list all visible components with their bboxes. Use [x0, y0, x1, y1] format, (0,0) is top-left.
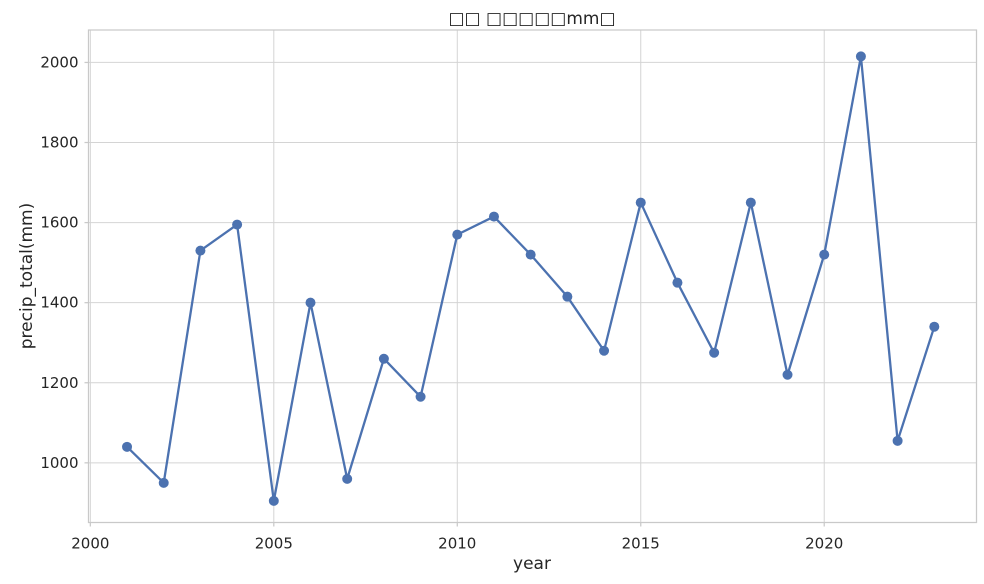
data-point	[452, 229, 463, 240]
data-point	[709, 347, 720, 358]
y-tick-label: 1600	[40, 214, 78, 232]
data-point	[342, 473, 353, 484]
data-point	[525, 249, 536, 260]
axis-tick-labels: 1000 1200 1400 1600 1800 2000 2000 2005 2010 2015…	[40, 53, 843, 552]
data-point	[158, 477, 169, 488]
data-point	[635, 197, 646, 208]
data-point	[892, 435, 903, 446]
data-point	[745, 197, 756, 208]
data-point	[562, 291, 573, 302]
data-point	[782, 369, 793, 380]
data-point	[599, 345, 610, 356]
data-point	[122, 441, 133, 452]
plot-frame	[87, 29, 978, 524]
x-tick-label: 2020	[805, 535, 843, 553]
data-point	[929, 321, 940, 332]
data-point	[488, 211, 499, 222]
data-point	[232, 219, 243, 230]
y-tick-label: 1800	[40, 134, 78, 152]
y-tick-label: 1400	[40, 294, 78, 312]
data-point	[415, 391, 426, 402]
data-point	[855, 51, 866, 62]
x-tick-label: 2010	[438, 535, 476, 553]
y-tick-label: 2000	[40, 53, 78, 71]
data-line	[125, 55, 936, 503]
x-tick-label: 2000	[71, 535, 109, 553]
data-point	[378, 353, 389, 364]
chart-title: □□ □□□□□mm□	[448, 9, 615, 29]
data-series	[122, 51, 940, 506]
y-tick-label: 1200	[40, 374, 78, 392]
y-axis-label: precip_total(mm)	[17, 203, 37, 349]
data-point	[819, 249, 830, 260]
y-tick-label: 1000	[40, 454, 78, 472]
x-tick-label: 2015	[622, 535, 660, 553]
data-point	[305, 297, 316, 308]
data-point	[268, 495, 279, 506]
data-point	[672, 277, 683, 288]
x-axis-label: year	[513, 554, 551, 574]
x-tick-label: 2005	[255, 535, 293, 553]
gridlines	[88, 30, 977, 523]
axis-tick-marks	[84, 61, 825, 527]
data-point	[195, 245, 206, 256]
